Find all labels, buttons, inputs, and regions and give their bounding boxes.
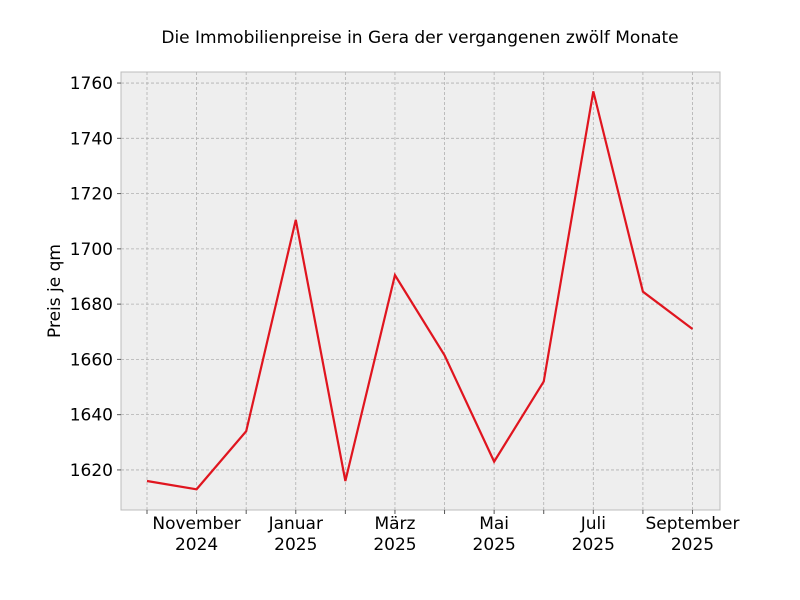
- chart-title: Die Immobilienpreise in Gera der vergang…: [161, 28, 678, 48]
- y-tick-label: 1740: [70, 129, 113, 149]
- x-tick-label-year: 2025: [373, 535, 416, 555]
- plot-area: [120, 71, 721, 511]
- y-tick-label: 1680: [70, 295, 113, 315]
- x-tick-label-year: 2025: [473, 535, 516, 555]
- series: [146, 91, 694, 491]
- y-tick-label: 1700: [70, 240, 113, 260]
- x-tick-label-month: November: [152, 514, 240, 534]
- x-tick-label-month: März: [374, 514, 415, 534]
- x-tick-label-month: September: [646, 514, 740, 534]
- x-tick-labels: November2024Januar2025März2025Mai2025Jul…: [152, 514, 739, 555]
- series-line: [146, 91, 694, 491]
- y-tick-label: 1660: [70, 350, 113, 370]
- y-tick-label: 1640: [70, 406, 113, 426]
- axis-ticks: [117, 82, 693, 514]
- y-tick-label: 1620: [70, 461, 113, 481]
- grid: [121, 72, 720, 510]
- y-axis-label: Preis je qm: [45, 244, 65, 338]
- y-tick-labels: 1620 1640 1660 1680 1700 1720 1740 1760: [70, 74, 113, 481]
- x-tick-label-month: Mai: [479, 514, 509, 534]
- y-tick-label: 1720: [70, 185, 113, 205]
- x-tick-label-year: 2025: [572, 535, 615, 555]
- x-tick-label-year: 2024: [175, 535, 218, 555]
- x-tick-label-month: Juli: [580, 514, 606, 534]
- x-tick-label-month: Januar: [268, 514, 323, 534]
- x-tick-label-year: 2025: [274, 535, 317, 555]
- y-tick-label: 1760: [70, 74, 113, 94]
- x-tick-label-year: 2025: [671, 535, 714, 555]
